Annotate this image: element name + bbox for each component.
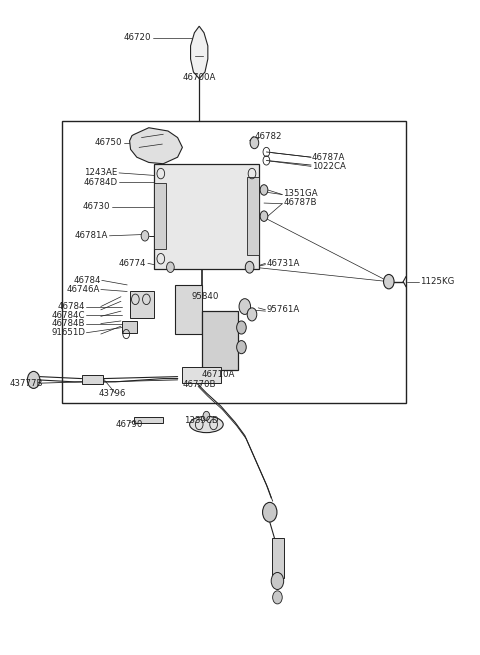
Circle shape [271,572,284,590]
Text: 46750: 46750 [95,138,122,147]
Bar [82,375,103,384]
Text: 1351GA: 1351GA [283,189,318,198]
Text: 46790: 46790 [116,420,144,429]
Bar [130,291,154,318]
Text: 43796: 43796 [98,388,126,398]
Text: 46784B: 46784B [52,319,85,328]
Circle shape [260,185,268,195]
Text: 1339CD: 1339CD [184,416,219,425]
Bar [134,417,163,423]
Ellipse shape [190,417,223,432]
Text: 46784: 46784 [73,276,101,285]
Circle shape [237,341,246,354]
Bar [62,121,406,403]
Text: 46770B: 46770B [182,380,216,389]
Text: 46730: 46730 [83,202,110,212]
Bar [154,183,166,249]
Circle shape [250,137,259,149]
Polygon shape [191,26,208,79]
Text: 1243AE: 1243AE [84,168,118,178]
Circle shape [167,262,174,272]
Circle shape [141,231,149,241]
Text: 46710A: 46710A [202,370,235,379]
Text: 91651D: 91651D [51,328,85,337]
Bar [122,321,137,333]
Text: 95761A: 95761A [266,305,300,314]
Bar [202,311,238,370]
Polygon shape [156,167,204,201]
Circle shape [27,371,40,388]
Text: 46774: 46774 [119,259,146,268]
Circle shape [239,299,251,314]
Circle shape [172,169,181,182]
Circle shape [260,211,268,221]
Text: 46787B: 46787B [283,198,317,207]
Circle shape [203,411,210,421]
Bar [154,164,259,269]
Text: 95840: 95840 [192,292,219,301]
Text: 1125KG: 1125KG [420,277,455,286]
Text: 1022CA: 1022CA [312,162,346,171]
Circle shape [384,274,394,289]
Circle shape [237,321,246,334]
Circle shape [273,591,282,604]
Text: 46784D: 46784D [84,178,118,187]
Text: 46781A: 46781A [74,231,108,240]
Bar [247,177,259,255]
Text: 43777B: 43777B [10,379,43,388]
Text: 46784C: 46784C [52,310,85,320]
Bar [182,367,221,383]
Circle shape [247,308,257,321]
Bar [272,538,284,578]
Text: 46731A: 46731A [266,259,300,268]
Text: 46784: 46784 [58,302,85,311]
Text: 46746A: 46746A [66,285,100,294]
Circle shape [263,502,277,522]
Bar [175,285,202,334]
Circle shape [245,261,254,273]
Text: 46720: 46720 [124,33,151,43]
Text: 46782: 46782 [254,132,282,141]
Polygon shape [130,128,182,164]
Text: 46787A: 46787A [312,153,346,162]
Text: 46700A: 46700A [182,73,216,82]
